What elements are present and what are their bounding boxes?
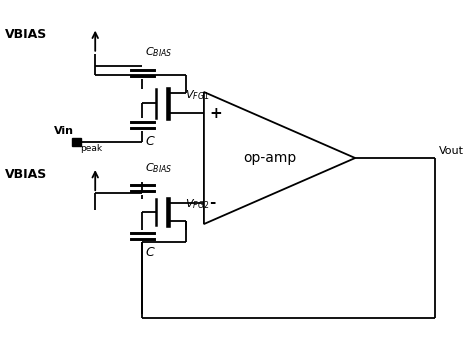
Text: $C_{BIAS}$: $C_{BIAS}$	[145, 45, 172, 59]
Bar	[72, 138, 81, 146]
Text: $V_{FG2}$: $V_{FG2}$	[185, 197, 210, 211]
Text: +: +	[210, 106, 222, 121]
Text: VBIAS: VBIAS	[5, 28, 48, 41]
Text: op-amp: op-amp	[244, 151, 297, 165]
Text: Vout: Vout	[439, 146, 464, 156]
Text: $C_{BIAS}$: $C_{BIAS}$	[145, 161, 172, 175]
Text: VBIAS: VBIAS	[5, 168, 48, 181]
Text: peak: peak	[80, 144, 102, 153]
Text: -: -	[210, 195, 216, 210]
Text: Vin: Vin	[54, 126, 74, 136]
Text: $V_{FG1}$: $V_{FG1}$	[185, 88, 210, 102]
Text: $C$: $C$	[145, 246, 155, 259]
Text: $C$: $C$	[145, 135, 155, 148]
